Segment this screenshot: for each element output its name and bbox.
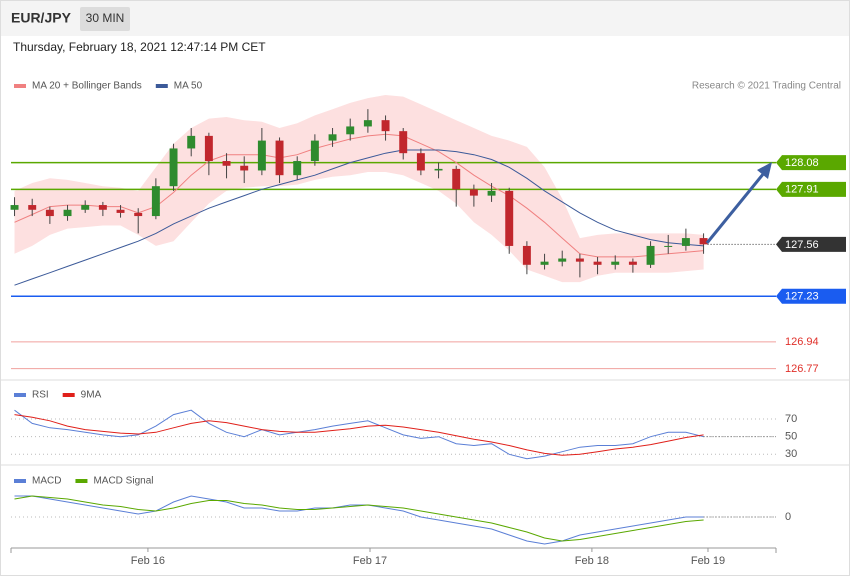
candle-body (187, 135, 196, 149)
candle-body (558, 258, 567, 262)
candle-body (434, 168, 443, 171)
candle-body (505, 190, 514, 246)
legend-label: MACD (32, 476, 61, 487)
legend-label: RSI (32, 390, 49, 401)
candle-body (257, 140, 266, 171)
level-label: 127.91 (785, 184, 819, 196)
candle-body (151, 186, 160, 217)
candle-body (522, 245, 531, 265)
level-tag (776, 155, 846, 171)
level-tag (776, 181, 846, 197)
candle-body (540, 261, 549, 265)
candle-body (45, 209, 54, 217)
legend-label: MA 20 + Bollinger Bands (32, 81, 142, 92)
candle-body (134, 212, 143, 217)
forecast-arrow (705, 172, 766, 244)
candle-body (310, 140, 319, 162)
legend-label: MA 50 (174, 81, 203, 92)
candle-body (681, 238, 690, 246)
plot-layer: 128.08 127.91 127.56 127.23 126.94 126.77 MA 2… (10, 81, 846, 567)
candle-body (628, 261, 637, 265)
candle-body (593, 261, 602, 265)
candle-body (28, 205, 37, 210)
candle-body (81, 205, 90, 210)
y-tick-label: 30 (785, 448, 797, 460)
header-bar (1, 1, 849, 36)
legend-swatch (14, 479, 26, 483)
candle-body (328, 134, 337, 141)
indicator-line (14, 495, 704, 545)
candle-body (363, 120, 372, 127)
candle-body (116, 209, 125, 213)
candle-body (664, 245, 673, 247)
indicator-line (14, 495, 704, 542)
candle-body (222, 161, 231, 166)
candle-body (469, 189, 478, 196)
candle-body (452, 168, 461, 190)
candle-body (346, 126, 355, 135)
level-tag (776, 236, 846, 252)
candle-body (98, 205, 107, 210)
timeframe-box[interactable] (80, 7, 130, 31)
ma-line (14, 149, 704, 286)
indicator-line (14, 414, 704, 456)
ma-line (14, 133, 704, 258)
x-tick-label: Feb 17 (353, 555, 387, 567)
timestamp: Thursday, February 18, 2021 12:47:14 PM … (13, 40, 266, 54)
legend-label: 9MA (81, 390, 102, 401)
bollinger-band (14, 95, 704, 283)
y-tick-label: 50 (785, 431, 797, 443)
level-tag (776, 288, 846, 304)
candle-body (381, 120, 390, 132)
candle-body (416, 153, 425, 171)
symbol: EUR/JPY (11, 10, 72, 26)
legend-swatch (62, 393, 75, 397)
arrow-head (757, 162, 772, 179)
candle-body (575, 258, 584, 262)
x-tick-label: Feb 18 (575, 555, 609, 567)
candle-body (646, 245, 655, 265)
legend-swatch (14, 84, 26, 88)
y-tick-label: 0 (785, 511, 791, 523)
candle-body (699, 238, 708, 245)
x-tick-label: Feb 16 (131, 555, 165, 567)
legend-swatch (75, 479, 88, 483)
level-label: 127.23 (785, 291, 819, 303)
legend-label: MACD Signal (93, 476, 153, 487)
candle-body (169, 148, 178, 187)
level-label: 127.56 (785, 239, 819, 251)
y-tick-label: 70 (785, 413, 797, 425)
level-label: 126.77 (785, 363, 819, 375)
candle-body (10, 205, 19, 210)
candle-body (399, 131, 408, 154)
candle-body (204, 135, 213, 162)
candle-body (611, 261, 620, 265)
level-label: 126.94 (785, 336, 819, 348)
legend-swatch (14, 393, 26, 397)
timeframe[interactable]: 30 MIN (86, 11, 125, 25)
source-note: Research © 2021 Trading Central (692, 81, 841, 92)
candle-body (293, 161, 302, 176)
legend-swatch (155, 84, 168, 88)
x-tick-label: Feb 19 (691, 555, 725, 567)
candle-body (63, 209, 72, 217)
level-label: 128.08 (785, 157, 819, 169)
candle-body (240, 165, 249, 171)
candle-body (275, 140, 284, 176)
indicator-line (14, 409, 704, 460)
candle-body (487, 190, 496, 196)
